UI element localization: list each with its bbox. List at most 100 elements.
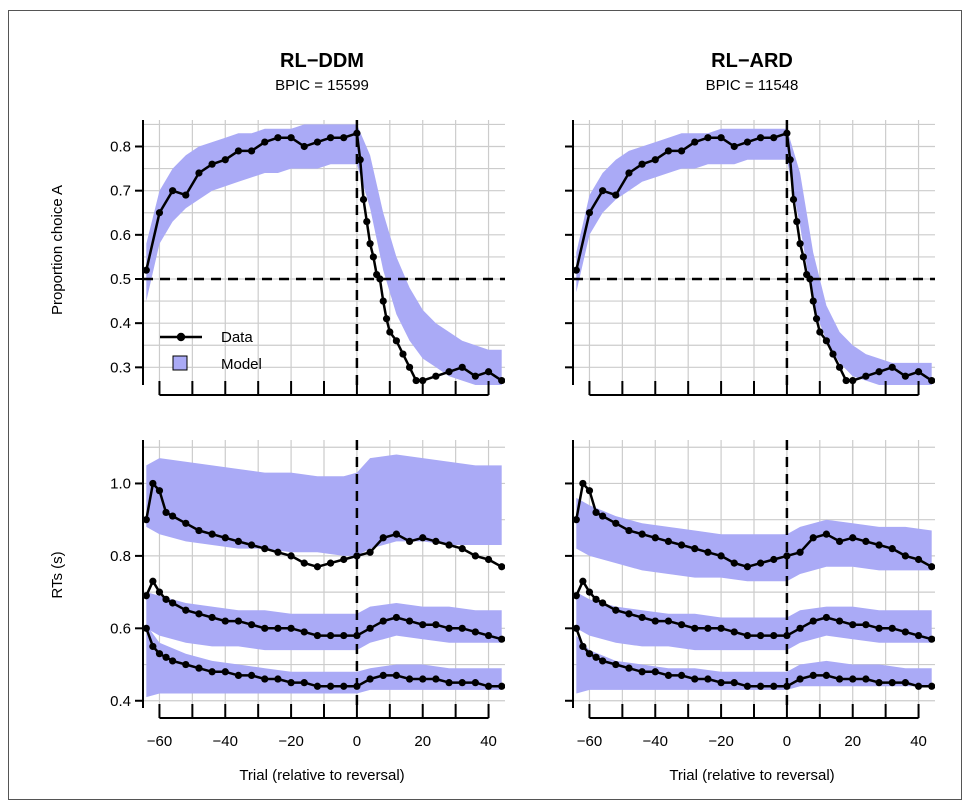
x-tick-label: 20	[414, 733, 431, 750]
x-tick-label: −20	[278, 733, 303, 750]
data-point	[261, 624, 269, 632]
x-tick-label: −40	[643, 733, 668, 750]
data-point	[445, 368, 453, 376]
data-point	[809, 534, 817, 542]
data-point	[809, 297, 817, 305]
data-point	[287, 679, 295, 687]
data-point	[432, 621, 440, 629]
data-point	[379, 297, 387, 305]
data-point	[379, 534, 387, 542]
data-point	[875, 541, 883, 549]
data-point	[182, 519, 190, 527]
model-band	[576, 497, 932, 582]
data-point	[783, 552, 791, 560]
legend-data-label: Data	[221, 329, 253, 346]
data-point	[678, 671, 686, 680]
data-point	[366, 624, 374, 632]
data-point	[789, 195, 798, 204]
data-point	[651, 668, 659, 676]
data-point	[363, 217, 371, 226]
data-point	[169, 512, 177, 520]
data-point	[849, 675, 857, 683]
data-point	[862, 372, 870, 380]
data-point	[928, 376, 935, 385]
data-point	[169, 599, 177, 607]
data-point	[928, 563, 935, 571]
data-point	[195, 169, 203, 177]
plot-area	[143, 120, 505, 385]
data-point	[248, 541, 256, 549]
data-point	[901, 628, 909, 636]
data-point	[888, 363, 896, 371]
data-point	[182, 191, 190, 199]
x-axis-label-left: Trial (relative to reversal)	[239, 767, 404, 784]
figure-frame	[8, 10, 962, 800]
data-point	[691, 675, 699, 683]
data-point	[730, 142, 738, 151]
data-point	[300, 628, 308, 636]
data-point	[471, 679, 479, 687]
data-point	[340, 682, 348, 690]
data-point	[651, 156, 659, 164]
data-point	[432, 372, 440, 380]
data-point	[612, 660, 620, 669]
data-point	[928, 635, 935, 643]
data-point	[149, 642, 157, 651]
data-point	[756, 559, 765, 567]
data-point	[162, 595, 170, 603]
data-point	[625, 169, 633, 177]
data-point	[386, 328, 394, 336]
data-point	[579, 577, 587, 585]
model-band	[146, 124, 502, 385]
data-point	[835, 363, 844, 371]
data-point	[585, 487, 594, 495]
data-point	[625, 664, 633, 672]
data-point	[914, 682, 923, 690]
data-point	[806, 275, 814, 283]
data-point	[419, 376, 427, 385]
data-point	[704, 675, 712, 683]
x-tick-label: −20	[708, 733, 733, 750]
data-point	[169, 187, 177, 195]
data-point	[340, 631, 348, 640]
x-tick-label: 40	[910, 733, 927, 750]
data-point	[901, 679, 909, 687]
data-point	[888, 679, 896, 687]
y-tick-label: 0.8	[110, 139, 131, 156]
data-point	[155, 487, 164, 495]
data-point	[366, 548, 374, 556]
panel-top-right	[565, 120, 935, 396]
x-axis-label-right: Trial (relative to reversal)	[669, 767, 834, 784]
data-point	[743, 563, 752, 571]
data-point	[366, 240, 374, 248]
data-point	[901, 552, 909, 560]
data-point	[458, 545, 466, 553]
data-point	[664, 671, 673, 680]
data-point	[829, 350, 837, 358]
data-point	[445, 624, 453, 632]
data-point	[875, 679, 883, 687]
data-point	[195, 664, 203, 672]
data-point	[382, 315, 391, 323]
data-point	[822, 671, 831, 680]
data-point	[625, 610, 633, 618]
data-point	[353, 631, 361, 640]
data-point	[691, 545, 699, 553]
data-point	[743, 138, 752, 146]
data-point	[592, 653, 600, 661]
data-point	[248, 147, 256, 155]
data-point	[274, 675, 282, 683]
data-point	[849, 621, 857, 629]
data-point	[783, 682, 791, 690]
data-point	[208, 160, 216, 168]
data-point	[612, 191, 620, 199]
x-tick-label: −60	[577, 733, 602, 750]
data-point	[796, 240, 804, 248]
data-point	[914, 631, 923, 640]
data-point	[592, 508, 600, 517]
panel-top-left: 0.3 0.4 0.5 0.6 0.7 0.8	[110, 120, 505, 396]
data-point	[471, 552, 479, 560]
data-point	[816, 328, 824, 336]
data-point	[875, 624, 883, 632]
